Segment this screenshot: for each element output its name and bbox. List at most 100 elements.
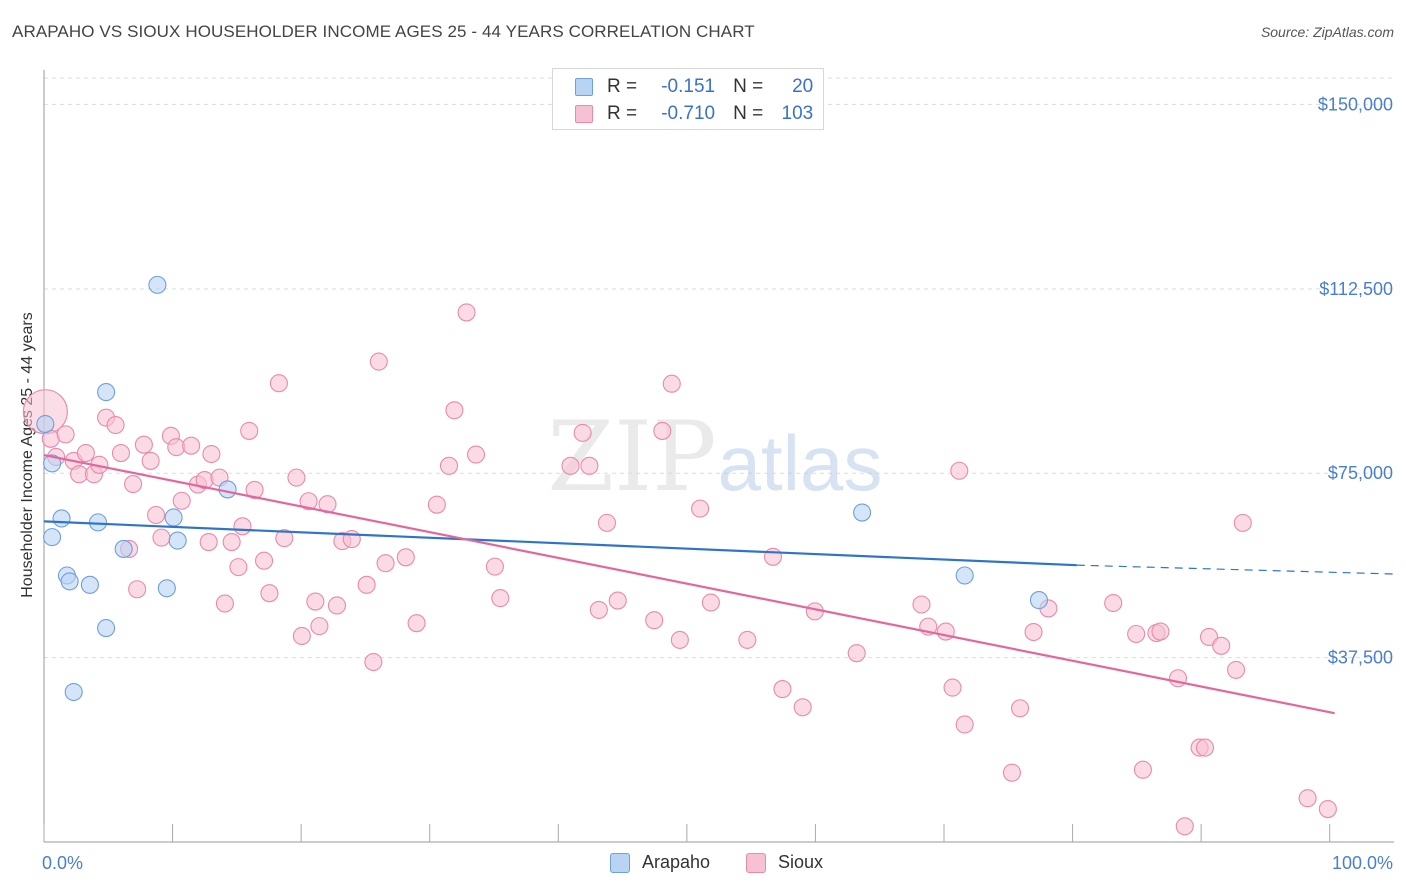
sioux-point — [773, 680, 792, 699]
sioux-point — [260, 584, 279, 603]
sioux-point — [245, 480, 264, 499]
sioux-point — [645, 611, 664, 630]
legend-row-sioux: R = -0.710 N = 103 — [575, 102, 813, 126]
sioux-point — [1104, 593, 1123, 613]
sioux-point — [376, 554, 395, 573]
arapaho-point — [97, 619, 116, 638]
sioux-point — [573, 423, 592, 442]
sioux-point — [1151, 622, 1170, 641]
sioux-point — [1318, 800, 1337, 819]
sioux-point — [172, 491, 191, 510]
sioux-point — [1024, 622, 1043, 642]
r-value: -0.151 — [661, 76, 716, 97]
sioux-point — [445, 401, 464, 420]
sioux-point — [407, 614, 426, 633]
legend-label-arapaho: Arapaho — [642, 852, 711, 872]
sioux-point — [182, 436, 201, 455]
watermark-zip: ZIP — [547, 401, 716, 513]
sioux-point — [793, 698, 812, 717]
sioux-point — [124, 474, 143, 494]
series-legend: Arapaho Sioux — [0, 852, 1406, 878]
sioux-point — [427, 495, 446, 514]
sioux-point — [1212, 636, 1231, 655]
arapaho-point — [955, 566, 974, 585]
arapaho-point — [164, 508, 183, 527]
sioux-trend-line — [43, 453, 1335, 715]
sioux-point — [589, 600, 608, 619]
sioux-point — [691, 499, 710, 518]
sioux-point — [134, 435, 153, 454]
sioux-point — [1168, 669, 1188, 688]
sioux-point — [152, 528, 171, 547]
r-value: -0.710 — [661, 103, 716, 124]
y-tick-label: $75,000 — [1328, 463, 1393, 483]
arapaho-point — [114, 539, 133, 558]
sioux-point — [233, 517, 252, 536]
sioux-point — [147, 505, 166, 525]
sioux-point — [106, 415, 125, 435]
arapaho-point — [43, 528, 62, 547]
legend-item-sioux: Sioux — [746, 852, 823, 873]
sioux-point — [1002, 763, 1022, 782]
sioux-point — [943, 678, 962, 697]
n-label: N = — [733, 103, 764, 124]
sioux-point — [396, 548, 415, 567]
sioux-point — [215, 594, 234, 613]
sioux-point — [202, 444, 221, 464]
sioux-point — [1298, 789, 1317, 808]
sioux-point — [1195, 738, 1215, 757]
arapaho-point — [52, 509, 71, 528]
arapaho-point — [853, 503, 872, 522]
arapaho-point — [36, 414, 55, 434]
watermark: ZIP atlas — [547, 401, 882, 513]
arapaho-swatch — [575, 78, 593, 96]
legend-row-arapaho: R = -0.151 N = 20 — [575, 75, 813, 99]
sioux-point — [292, 626, 311, 646]
sioux-point — [847, 644, 866, 663]
sioux-point — [580, 456, 599, 475]
sioux-point — [364, 652, 383, 672]
sioux-point — [955, 715, 974, 734]
sioux-point — [369, 352, 388, 371]
sioux-point — [912, 595, 931, 614]
sioux-point — [287, 468, 306, 487]
sioux-point — [1227, 660, 1246, 679]
sioux-point — [466, 445, 486, 464]
trend-lines — [43, 453, 1395, 715]
n-value: 103 — [781, 103, 814, 124]
sioux-point — [306, 592, 325, 611]
sioux-points — [22, 303, 1337, 836]
sioux-point — [763, 547, 783, 566]
sioux-point — [254, 551, 274, 570]
chart-title: ARAPAHO VS SIOUX HOUSEHOLDER INCOME AGES… — [12, 22, 755, 41]
arapaho-point — [1029, 591, 1048, 610]
arapaho-swatch — [610, 852, 630, 873]
sioux-point — [357, 575, 376, 594]
arapaho-point — [43, 454, 62, 473]
sioux-point — [670, 630, 689, 649]
r-label: R = — [607, 76, 638, 97]
sioux-point — [128, 580, 147, 599]
arapaho-trend-extension — [1076, 564, 1395, 575]
arapaho-point — [148, 275, 167, 294]
sioux-point — [561, 456, 580, 475]
sioux-swatch — [746, 852, 766, 873]
sioux-point — [738, 630, 757, 649]
arapaho-point — [168, 531, 187, 550]
sioux-point — [1010, 699, 1030, 718]
y-tick-label: $37,500 — [1328, 648, 1393, 668]
sioux-point — [457, 303, 476, 322]
sioux-point — [229, 558, 248, 577]
source-label: Source: ZipAtlas.com — [1260, 24, 1394, 40]
sioux-point — [240, 421, 259, 440]
arapaho-trend-line — [43, 520, 1077, 567]
sioux-point — [653, 421, 672, 440]
sioux-point — [662, 374, 681, 393]
sioux-point — [1127, 624, 1146, 644]
correlation-legend: R = -0.151 N = 20 R = -0.710 N = 103 — [552, 68, 824, 130]
watermark-atlas: atlas — [718, 419, 883, 507]
legend-item-arapaho: Arapaho — [610, 852, 710, 873]
arapaho-point — [64, 682, 83, 702]
sioux-point — [327, 596, 347, 615]
